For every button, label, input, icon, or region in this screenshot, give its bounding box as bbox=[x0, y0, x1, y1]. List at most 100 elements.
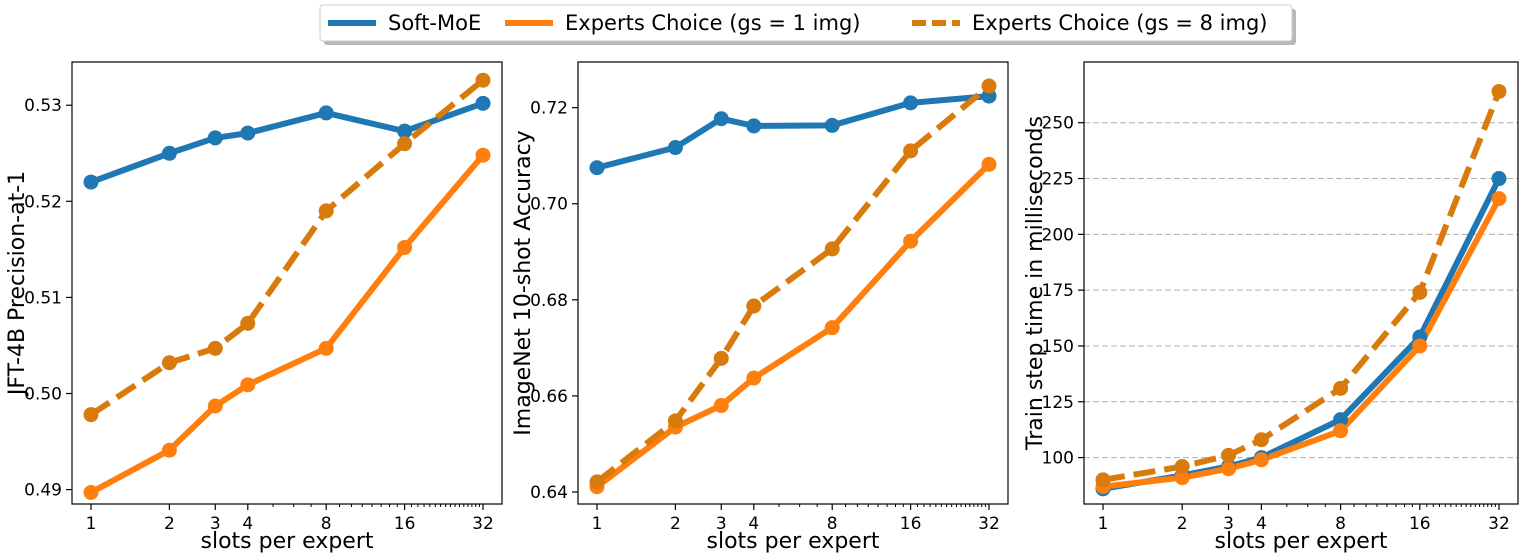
data-point-experts-choice-gs-1-img bbox=[475, 147, 491, 163]
legend-label-soft-moe: Soft-MoE bbox=[388, 11, 481, 35]
x-tick-label: 32 bbox=[1488, 514, 1510, 534]
chart-panel-train-step-time: 1 2 3 4 8 16 32 100 125 150 175 200 225 250 slots pe… bbox=[1023, 61, 1519, 554]
data-point-experts-choice-gs-1-img bbox=[981, 156, 997, 172]
x-axis: 1 2 3 4 8 16 32 bbox=[1098, 504, 1510, 534]
data-point-experts-choice-gs-8-img bbox=[1095, 472, 1111, 488]
data-point-soft-moe bbox=[746, 118, 762, 134]
y-tick-label: 0.49 bbox=[24, 481, 62, 501]
data-point-soft-moe bbox=[475, 95, 491, 111]
y-tick-label: 0.52 bbox=[24, 192, 62, 212]
y-tick-label: 150 bbox=[1042, 337, 1074, 357]
data-point-experts-choice-gs-1-img bbox=[1221, 461, 1237, 477]
y-tick-label: 225 bbox=[1042, 170, 1074, 190]
plot-frame bbox=[1083, 61, 1519, 505]
data-point-experts-choice-gs-1-img bbox=[1174, 470, 1190, 486]
y-tick-label: 125 bbox=[1042, 393, 1074, 413]
x-tick-label: 8 bbox=[1335, 514, 1346, 534]
data-point-experts-choice-gs-1-img bbox=[824, 320, 840, 336]
legend-entry-experts-choice-gs8: Experts Choice (gs = 8 img) bbox=[912, 11, 1268, 35]
y-tick-label: 200 bbox=[1042, 225, 1074, 245]
data-point-experts-choice-gs-8-img bbox=[981, 78, 997, 94]
data-point-soft-moe bbox=[161, 145, 177, 161]
data-point-experts-choice-gs-8-img bbox=[240, 315, 256, 331]
x-axis: 1 2 3 4 8 16 32 bbox=[86, 504, 494, 534]
y-tick-label: 0.66 bbox=[530, 387, 568, 407]
y-tick-label: 250 bbox=[1042, 114, 1074, 134]
data-point-experts-choice-gs-8-img bbox=[746, 298, 762, 314]
y-axis: 0.64 0.66 0.68 0.70 0.72 bbox=[530, 99, 578, 503]
x-tick-label: 32 bbox=[472, 514, 494, 534]
y-axis-label: ImageNet 10-shot Accuracy bbox=[511, 130, 536, 435]
x-tick-label: 4 bbox=[748, 514, 759, 534]
data-point-experts-choice-gs-8-img bbox=[667, 413, 683, 429]
plot-frame bbox=[577, 61, 1009, 505]
grid-lines bbox=[1084, 122, 1518, 459]
x-tick-label: 4 bbox=[242, 514, 253, 534]
series-line-experts-choice-gs-8-img bbox=[595, 83, 991, 485]
data-point-experts-choice-gs-8-img bbox=[1221, 447, 1237, 463]
data-point-experts-choice-gs-1-img bbox=[1333, 423, 1349, 439]
y-axis: 100 125 150 175 200 225 250 bbox=[1042, 114, 1084, 469]
data-point-experts-choice-gs-8-img bbox=[824, 241, 840, 257]
data-point-soft-moe bbox=[903, 95, 919, 111]
x-tick-label: 2 bbox=[1177, 514, 1188, 534]
data-point-experts-choice-gs-8-img bbox=[589, 474, 605, 490]
series-lines bbox=[595, 83, 992, 490]
x-tick-label: 2 bbox=[164, 514, 175, 534]
x-tick-label: 3 bbox=[210, 514, 221, 534]
legend-label-experts-choice-gs8: Experts Choice (gs = 8 img) bbox=[972, 11, 1268, 35]
data-point-experts-choice-gs-8-img bbox=[207, 340, 223, 356]
data-point-experts-choice-gs-1-img bbox=[903, 233, 919, 249]
data-point-soft-moe bbox=[1333, 412, 1349, 428]
x-tick-label: 3 bbox=[716, 514, 727, 534]
data-point-soft-moe bbox=[83, 174, 99, 190]
data-point-soft-moe bbox=[713, 111, 729, 127]
data-point-soft-moe bbox=[207, 130, 223, 146]
legend-entry-soft-moe: Soft-MoE bbox=[328, 11, 481, 35]
series-line-experts-choice-gs-8-img bbox=[1102, 90, 1502, 483]
y-tick-label: 0.70 bbox=[530, 195, 568, 215]
x-tick-label: 1 bbox=[1098, 514, 1109, 534]
y-tick-label: 0.68 bbox=[530, 291, 568, 311]
x-tick-label: 16 bbox=[1409, 514, 1431, 534]
x-axis-label: slots per expert bbox=[707, 529, 880, 554]
legend-label-experts-choice-gs1: Experts Choice (gs = 1 img) bbox=[565, 11, 861, 35]
data-point-experts-choice-gs-1-img bbox=[1253, 452, 1269, 468]
legend-entry-experts-choice-gs1: Experts Choice (gs = 1 img) bbox=[505, 11, 861, 35]
x-tick-label: 16 bbox=[900, 514, 922, 534]
data-markers bbox=[589, 78, 997, 495]
x-tick-label: 8 bbox=[321, 514, 332, 534]
x-tick-label: 3 bbox=[1223, 514, 1234, 534]
x-tick-label: 32 bbox=[978, 514, 1000, 534]
y-tick-label: 0.51 bbox=[24, 288, 62, 308]
x-tick-label: 2 bbox=[670, 514, 681, 534]
x-axis-label: slots per expert bbox=[201, 529, 374, 554]
data-point-experts-choice-gs-8-img bbox=[475, 72, 491, 88]
data-point-experts-choice-gs-1-img bbox=[207, 398, 223, 414]
y-axis-label: JFT-4B Precision-at-1 bbox=[5, 171, 30, 397]
y-tick-label: 0.53 bbox=[24, 96, 62, 116]
legend: Soft-MoE Experts Choice (gs = 1 img) Exp… bbox=[319, 4, 1296, 45]
series-line-experts-choice-gs-1-img bbox=[89, 153, 486, 496]
y-tick-label: 100 bbox=[1042, 449, 1074, 469]
plot-frame bbox=[71, 61, 503, 505]
x-tick-label: 4 bbox=[1256, 514, 1267, 534]
data-point-experts-choice-gs-1-img bbox=[161, 442, 177, 458]
y-tick-label: 0.72 bbox=[530, 99, 568, 119]
series-line-soft-moe bbox=[89, 100, 485, 185]
y-tick-label: 175 bbox=[1042, 281, 1074, 301]
data-point-experts-choice-gs-1-img bbox=[1412, 338, 1428, 354]
chart-panel-jft-precision: 1 2 3 4 8 16 32 0.49 0.50 0.51 0.52 0.53 slots per… bbox=[5, 61, 503, 554]
chart-panel-imagenet-accuracy: 1 2 3 4 8 16 32 0.64 0.66 0.68 0.70 0.72 slots per… bbox=[511, 61, 1009, 554]
data-point-soft-moe bbox=[824, 117, 840, 133]
data-point-soft-moe bbox=[397, 123, 413, 139]
data-point-soft-moe bbox=[1491, 171, 1507, 187]
data-point-experts-choice-gs-1-img bbox=[713, 398, 729, 414]
data-point-experts-choice-gs-1-img bbox=[1491, 191, 1507, 207]
data-markers bbox=[83, 72, 491, 500]
x-tick-label: 8 bbox=[827, 514, 838, 534]
y-axis-label: Train step time in milliseconds bbox=[1023, 116, 1048, 451]
data-point-experts-choice-gs-1-img bbox=[240, 377, 256, 393]
y-tick-label: 0.64 bbox=[530, 483, 568, 503]
